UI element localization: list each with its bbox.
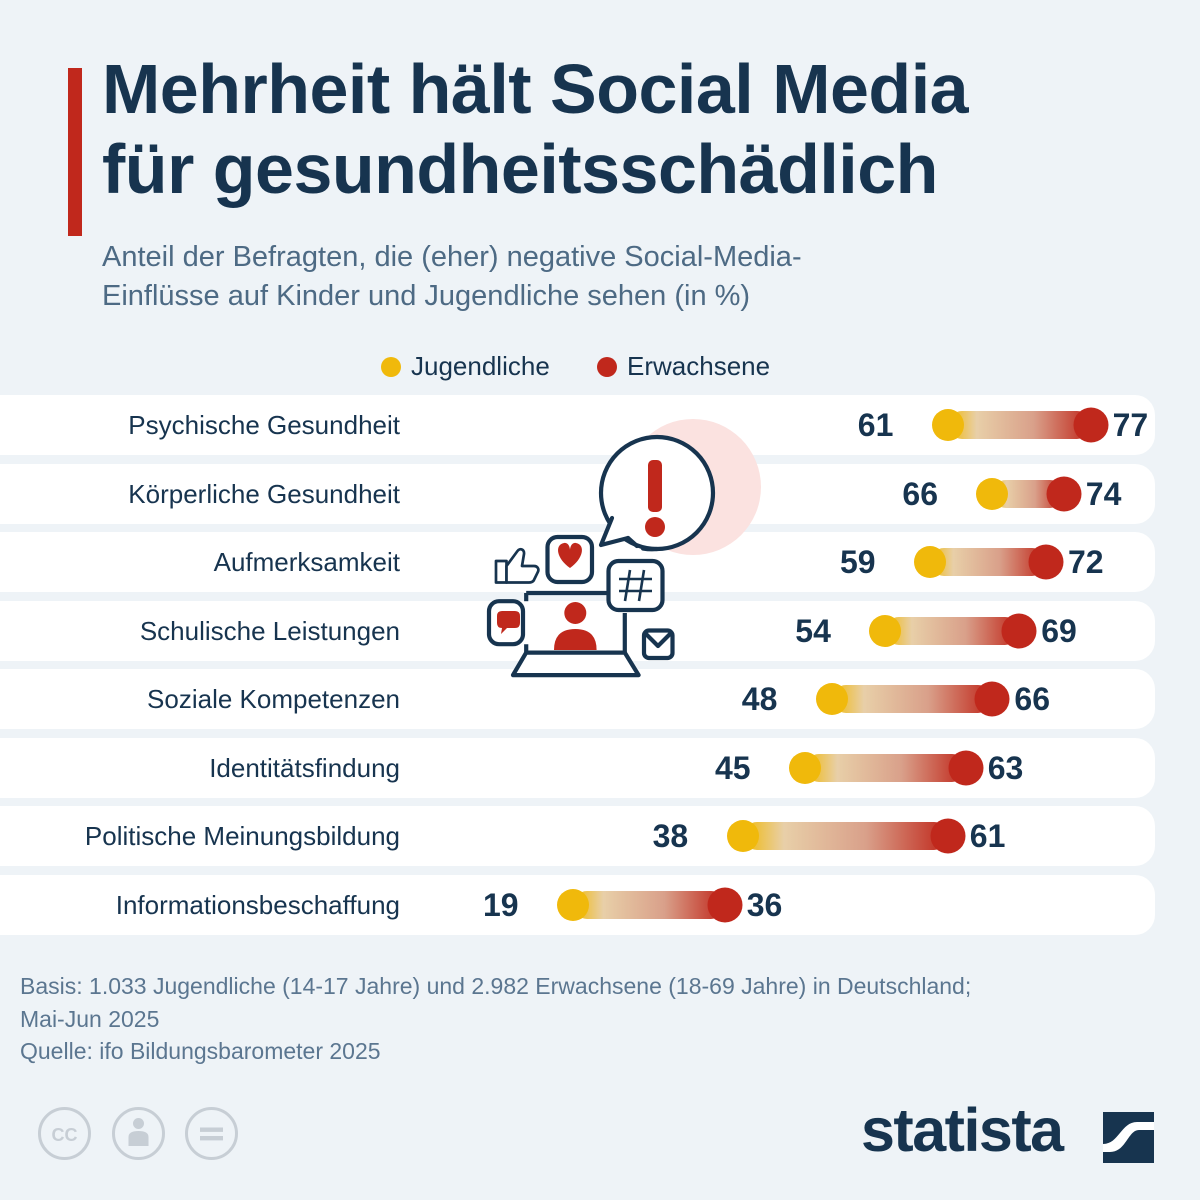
svg-text:statista: statista (861, 1101, 1065, 1163)
svg-text:CC: CC (52, 1125, 78, 1145)
